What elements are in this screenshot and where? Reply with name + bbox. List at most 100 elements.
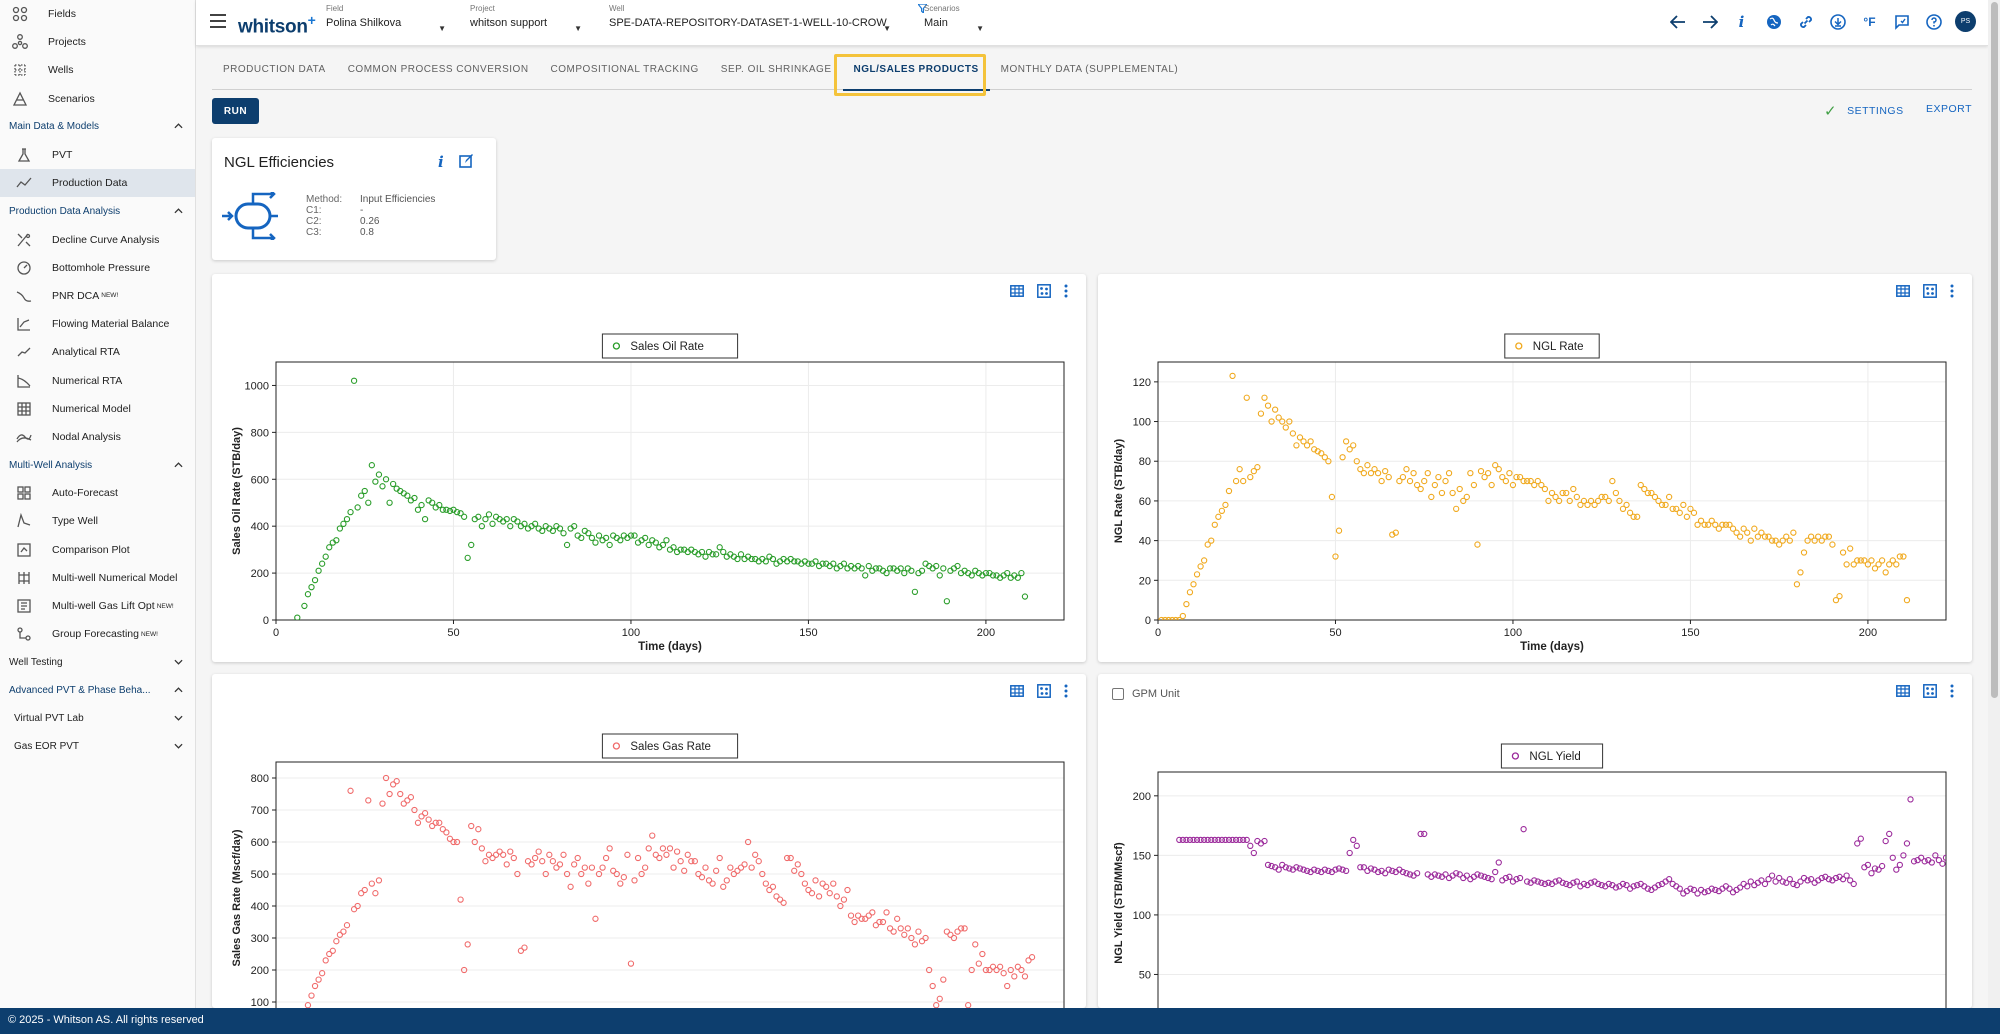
table-icon[interactable] bbox=[1896, 685, 1910, 697]
scatter-toggle-icon[interactable] bbox=[1923, 684, 1937, 698]
chart-svg: 100200300400500600700800Time (days)Sales… bbox=[231, 733, 1065, 1008]
sidebar-item-multi-well-gas-lift-opt[interactable]: Multi-well Gas Lift Opt NEW! bbox=[0, 592, 195, 620]
link-icon[interactable] bbox=[1795, 11, 1816, 32]
sidebar-group-virtual-pvt-lab[interactable]: Virtual PVT Lab bbox=[0, 705, 195, 733]
sidebar-section-header[interactable]: Advanced PVT & Phase Beha... bbox=[0, 677, 195, 705]
tab-production-data[interactable]: PRODUCTION DATA bbox=[223, 64, 326, 75]
settings-button[interactable]: ✓ SETTINGS bbox=[1824, 102, 1904, 120]
sidebar-item-projects[interactable]: Projects bbox=[0, 28, 195, 56]
data-point bbox=[663, 537, 670, 544]
page-scrollbar[interactable] bbox=[1988, 0, 2000, 1008]
info-icon[interactable]: i bbox=[438, 153, 444, 171]
feedback-icon[interactable] bbox=[1891, 11, 1912, 32]
scatter-toggle-icon[interactable] bbox=[1037, 684, 1051, 698]
sidebar-section-header[interactable]: Multi-Well Analysis bbox=[0, 451, 195, 479]
data-point bbox=[1506, 873, 1513, 880]
data-point bbox=[933, 562, 940, 570]
field-value: Polina Shilkova bbox=[326, 17, 402, 29]
tab-compositional-tracking[interactable]: COMPOSITIONAL TRACKING bbox=[550, 64, 699, 75]
scenario-select[interactable]: Scenarios Main ▼ bbox=[924, 4, 984, 33]
tab-ngl-sales-products[interactable]: NGL/SALES PRODUCTS bbox=[842, 54, 990, 91]
sidebar-item-auto-forecast[interactable]: Auto-Forecast bbox=[0, 479, 195, 507]
data-point bbox=[911, 588, 919, 596]
project-select[interactable]: Project whitson support ▼ bbox=[470, 4, 582, 33]
field-select[interactable]: Field Polina Shilkova ▼ bbox=[326, 4, 446, 33]
help-icon[interactable] bbox=[1923, 11, 1944, 32]
data-point bbox=[851, 918, 858, 926]
scrollbar-thumb[interactable] bbox=[1991, 2, 1998, 698]
data-point bbox=[1513, 876, 1520, 883]
data-point bbox=[1477, 872, 1485, 879]
chart-legend[interactable]: NGL Yield bbox=[1500, 743, 1604, 769]
info-icon[interactable]: i bbox=[1738, 12, 1745, 31]
sidebar-item-pnr-dca[interactable]: PNR DCA NEW! bbox=[0, 282, 195, 310]
data-point bbox=[1868, 557, 1875, 564]
tab-bar: PRODUCTION DATA COMMON PROCESS CONVERSION… bbox=[212, 54, 1972, 91]
sidebar-item-decline-curve-analysis[interactable]: Decline Curve Analysis bbox=[0, 226, 195, 254]
run-button[interactable]: RUN bbox=[212, 98, 259, 124]
sidebar-item-comparison-plot[interactable]: Comparison Plot bbox=[0, 536, 195, 564]
more-vert-icon[interactable] bbox=[1064, 684, 1068, 698]
sidebar-item-fields[interactable]: Fields bbox=[0, 0, 195, 28]
data-point bbox=[514, 518, 521, 525]
scatter-toggle-icon[interactable] bbox=[1037, 284, 1051, 298]
more-vert-icon[interactable] bbox=[1064, 284, 1068, 298]
data-point bbox=[1559, 489, 1566, 497]
more-vert-icon[interactable] bbox=[1950, 284, 1954, 298]
sidebar-item-flowing-material-balance[interactable]: Flowing Material Balance bbox=[0, 310, 195, 338]
sidebar-item-scenarios[interactable]: Scenarios bbox=[0, 85, 195, 113]
sidebar-item-wells[interactable]: Wells bbox=[0, 56, 195, 84]
edit-icon[interactable] bbox=[458, 153, 474, 172]
sidebar-section-header[interactable]: Main Data & Models bbox=[0, 113, 195, 141]
sidebar-section-label: Multi-Well Analysis bbox=[9, 459, 93, 471]
avatar[interactable]: PS bbox=[1955, 11, 1976, 32]
more-vert-icon[interactable] bbox=[1950, 684, 1954, 698]
data-point bbox=[1918, 854, 1925, 861]
download-icon[interactable] bbox=[1827, 11, 1848, 32]
tab-common-process-conversion[interactable]: COMMON PROCESS CONVERSION bbox=[347, 64, 529, 75]
menu-icon[interactable] bbox=[210, 14, 226, 28]
chart-legend[interactable]: NGL Rate bbox=[1504, 333, 1600, 359]
sidebar-item-type-well[interactable]: Type Well bbox=[0, 507, 195, 535]
data-point bbox=[1229, 836, 1236, 844]
sidebar-item-numerical-rta[interactable]: Numerical RTA bbox=[0, 366, 195, 394]
table-icon[interactable] bbox=[1896, 285, 1910, 297]
table-icon[interactable] bbox=[1010, 285, 1024, 297]
logo[interactable]: whitson+ bbox=[238, 12, 316, 38]
sidebar-item-nodal-analysis[interactable]: Nodal Analysis bbox=[0, 423, 195, 451]
gpm-unit-checkbox[interactable]: GPM Unit bbox=[1112, 688, 1180, 700]
sidebar-group-gas-eor-pvt[interactable]: Gas EOR PVT bbox=[0, 733, 195, 761]
table-icon[interactable] bbox=[1010, 685, 1024, 697]
sidebar-item-bottomhole-pressure[interactable]: Bottomhole Pressure bbox=[0, 254, 195, 282]
data-point bbox=[1335, 527, 1343, 534]
data-point bbox=[1527, 477, 1534, 485]
tab-sep-oil-shrinkage[interactable]: SEP. OIL SHRINKAGE bbox=[720, 64, 832, 75]
sidebar-section-header[interactable]: Well Testing bbox=[0, 648, 195, 676]
data-point bbox=[418, 501, 425, 509]
sidebar-item-numerical-model[interactable]: Numerical Model bbox=[0, 395, 195, 423]
back-arrow-icon[interactable] bbox=[1667, 11, 1688, 32]
well-select[interactable]: Well SPE-DATA-REPOSITORY-DATASET-1-WELL-… bbox=[609, 4, 891, 33]
chart-legend[interactable]: Sales Gas Rate bbox=[601, 733, 739, 759]
sidebar-item-analytical-rta[interactable]: Analytical RTA bbox=[0, 338, 195, 366]
flask-icon bbox=[16, 147, 32, 163]
sidebar-item-pvt[interactable]: PVT bbox=[0, 141, 195, 169]
scatter-toggle-icon[interactable] bbox=[1923, 284, 1937, 298]
sidebar-item-production-data[interactable]: Production Data bbox=[0, 169, 195, 198]
chart-legend[interactable]: Sales Oil Rate bbox=[601, 333, 739, 359]
data-point bbox=[1282, 424, 1289, 431]
tab-monthly-data-supplemental[interactable]: MONTHLY DATA (SUPPLEMENTAL) bbox=[1000, 64, 1179, 75]
export-button[interactable]: EXPORT bbox=[1926, 103, 1972, 115]
data-point bbox=[837, 902, 844, 910]
sidebar-section-header[interactable]: Production Data Analysis bbox=[0, 197, 195, 225]
sidebar-item-group-forecasting[interactable]: Group Forecasting NEW! bbox=[0, 620, 195, 648]
sidebar-item-multi-well-numerical-model[interactable]: Multi-well Numerical Model bbox=[0, 564, 195, 592]
data-point bbox=[1453, 870, 1460, 877]
data-point bbox=[1793, 881, 1801, 889]
data-point bbox=[1712, 886, 1719, 894]
globe-icon[interactable] bbox=[1763, 11, 1784, 32]
data-point bbox=[563, 870, 571, 878]
forward-arrow-icon[interactable] bbox=[1699, 11, 1720, 32]
units-icon[interactable]: °F bbox=[1863, 14, 1876, 29]
checkbox[interactable] bbox=[1112, 688, 1124, 700]
